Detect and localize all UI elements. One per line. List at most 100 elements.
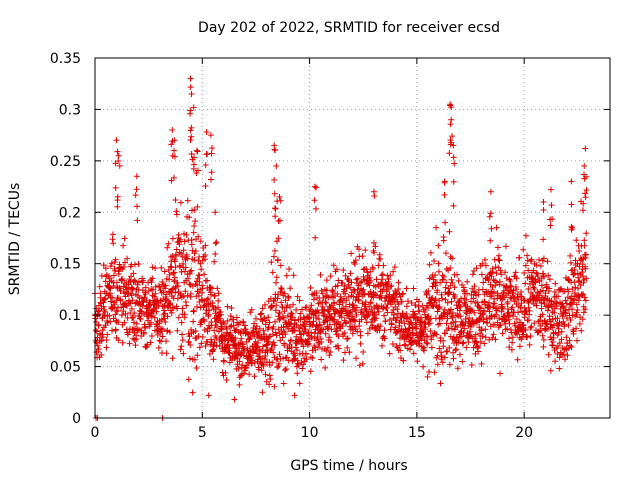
data-point [426, 261, 433, 268]
data-point [534, 273, 541, 280]
data-point [434, 352, 441, 359]
data-point [305, 332, 312, 339]
data-point [177, 290, 184, 297]
data-point [291, 356, 298, 363]
data-point [357, 332, 364, 339]
data-point [112, 326, 119, 333]
data-point [257, 311, 264, 318]
x-tick-label: 15 [408, 425, 426, 441]
data-point [100, 262, 107, 269]
data-point [536, 278, 543, 285]
data-point [454, 271, 461, 278]
data-point [532, 279, 539, 286]
data-point [265, 324, 272, 331]
data-point [213, 342, 220, 349]
data-point [541, 300, 548, 307]
data-point [274, 295, 281, 302]
data-point [505, 316, 512, 323]
data-point [498, 293, 505, 300]
data-point [394, 306, 401, 313]
data-point [303, 350, 310, 357]
data-point [548, 202, 555, 209]
data-point [391, 311, 398, 318]
data-point [169, 235, 176, 242]
data-point [531, 320, 538, 327]
data-point [187, 290, 194, 297]
data-point [282, 365, 289, 372]
data-point [444, 315, 451, 322]
data-point [364, 330, 371, 337]
data-point [272, 205, 279, 212]
data-point [552, 280, 559, 287]
data-point [525, 317, 532, 324]
data-point [372, 243, 379, 250]
data-point [177, 199, 184, 206]
data-point [323, 277, 330, 284]
data-point [155, 344, 162, 351]
data-point [262, 352, 269, 359]
data-point [490, 288, 497, 295]
data-point [468, 361, 475, 368]
data-point [256, 346, 263, 353]
data-point [299, 365, 306, 372]
data-point [537, 263, 544, 270]
data-point [408, 300, 415, 307]
data-point [320, 326, 327, 333]
data-point [438, 353, 445, 360]
data-point [484, 319, 491, 326]
data-point [286, 303, 293, 310]
data-point [481, 340, 488, 347]
data-point [334, 282, 341, 289]
data-point [172, 258, 179, 265]
data-point [481, 256, 488, 263]
data-point [506, 335, 513, 342]
data-point [441, 179, 448, 186]
data-point [580, 291, 587, 298]
data-point [293, 306, 300, 313]
data-point [486, 303, 493, 310]
data-point [243, 362, 250, 369]
data-point [449, 279, 456, 286]
data-point [530, 284, 537, 291]
data-point [302, 326, 309, 333]
data-point [191, 356, 198, 363]
data-point [126, 340, 133, 347]
data-point [413, 323, 420, 330]
data-point [426, 320, 433, 327]
data-point [280, 314, 287, 321]
data-point [215, 290, 222, 297]
data-point [496, 257, 503, 264]
data-point [347, 270, 354, 277]
data-point [490, 304, 497, 311]
data-point [246, 371, 253, 378]
data-point [582, 306, 589, 313]
data-point [221, 320, 228, 327]
data-point [94, 342, 101, 349]
data-point [525, 286, 532, 293]
data-point [549, 316, 556, 323]
data-point [567, 252, 574, 259]
data-point [410, 285, 417, 292]
data-point [119, 339, 126, 346]
data-point [327, 349, 334, 356]
data-point [433, 331, 440, 338]
data-point [210, 302, 217, 309]
data-point [523, 232, 530, 239]
data-point [556, 340, 563, 347]
data-point [581, 242, 588, 249]
data-point [576, 320, 583, 327]
data-point [144, 317, 151, 324]
data-point [389, 340, 396, 347]
data-point [201, 271, 208, 278]
data-point [445, 325, 452, 332]
data-point [390, 268, 397, 275]
data-point [224, 317, 231, 324]
data-point [490, 331, 497, 338]
data-point [130, 270, 137, 277]
data-point [391, 264, 398, 271]
data-point [520, 296, 527, 303]
data-point [540, 207, 547, 214]
data-point [451, 160, 458, 167]
data-point [353, 311, 360, 318]
data-point [432, 272, 439, 279]
